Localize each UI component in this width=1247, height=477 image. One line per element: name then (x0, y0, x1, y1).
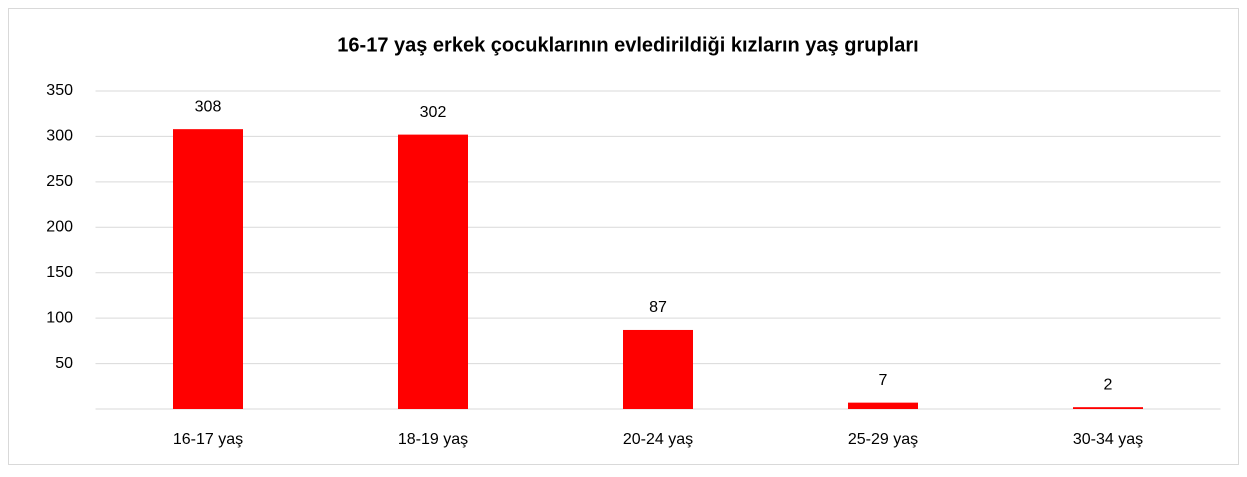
y-tick-label: 150 (46, 264, 73, 281)
bar (398, 134, 468, 409)
y-tick-label: 100 (46, 309, 73, 326)
data-label: 302 (420, 104, 447, 121)
bar (1073, 407, 1143, 409)
y-tick-label: 250 (46, 173, 73, 190)
data-label: 308 (195, 98, 222, 115)
y-tick-label: 200 (46, 219, 73, 236)
x-tick-label: 30-34 yaş (1073, 431, 1143, 448)
chart-title: 16-17 yaş erkek çocuklarının evledirildi… (337, 34, 918, 56)
data-label: 87 (649, 299, 667, 316)
y-tick-label: 50 (55, 355, 73, 372)
bar (623, 329, 693, 409)
data-label: 2 (1104, 376, 1113, 393)
y-tick-label: 350 (46, 82, 73, 99)
bar (848, 402, 918, 409)
x-tick-label: 16-17 yaş (173, 431, 243, 448)
x-tick-label: 18-19 yaş (398, 431, 468, 448)
x-tick-label: 20-24 yaş (623, 431, 693, 448)
data-label: 7 (879, 372, 888, 389)
y-tick-label: 300 (46, 128, 73, 145)
bar (173, 129, 243, 409)
x-tick-label: 25-29 yaş (848, 431, 918, 448)
